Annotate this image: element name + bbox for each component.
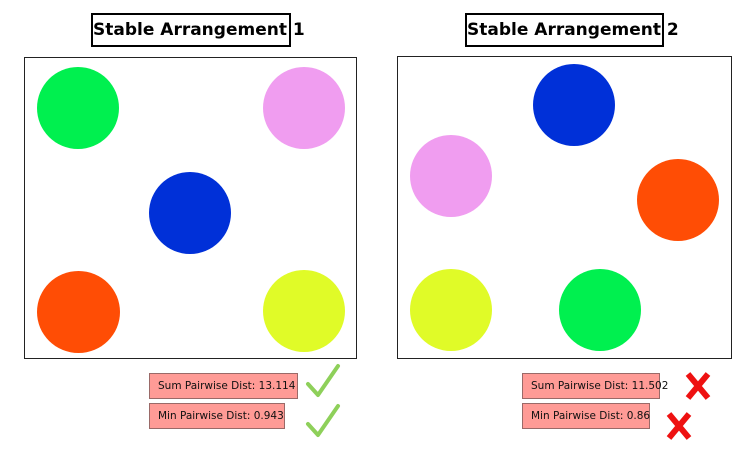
- yellow-circle: [263, 270, 345, 352]
- cross-icon: [685, 372, 711, 400]
- green-circle: [559, 269, 641, 351]
- check-icon: [306, 364, 340, 397]
- min-pairwise-dist-badge: Min Pairwise Dist: 0.86: [522, 403, 650, 429]
- panel-1-title: Stable Arrangement 1: [91, 13, 305, 47]
- sum-pairwise-dist-badge: Sum Pairwise Dist: 13.114: [149, 373, 298, 399]
- panel-2-board: [397, 56, 732, 359]
- cross-icon: [666, 412, 692, 440]
- green-circle: [37, 67, 119, 149]
- blue-circle: [149, 172, 231, 254]
- panel-1-board: [24, 57, 357, 359]
- orange-circle: [37, 271, 120, 353]
- check-icon: [306, 404, 340, 437]
- yellow-circle: [410, 269, 492, 351]
- orange-circle: [637, 159, 719, 241]
- pink-circle: [263, 67, 345, 149]
- panel-2-title: Stable Arrangement 2: [465, 13, 679, 47]
- blue-circle: [533, 64, 615, 146]
- sum-pairwise-dist-badge: Sum Pairwise Dist: 11.502: [522, 373, 668, 399]
- pink-circle: [410, 135, 492, 217]
- min-pairwise-dist-badge: Min Pairwise Dist: 0.943: [149, 403, 285, 429]
